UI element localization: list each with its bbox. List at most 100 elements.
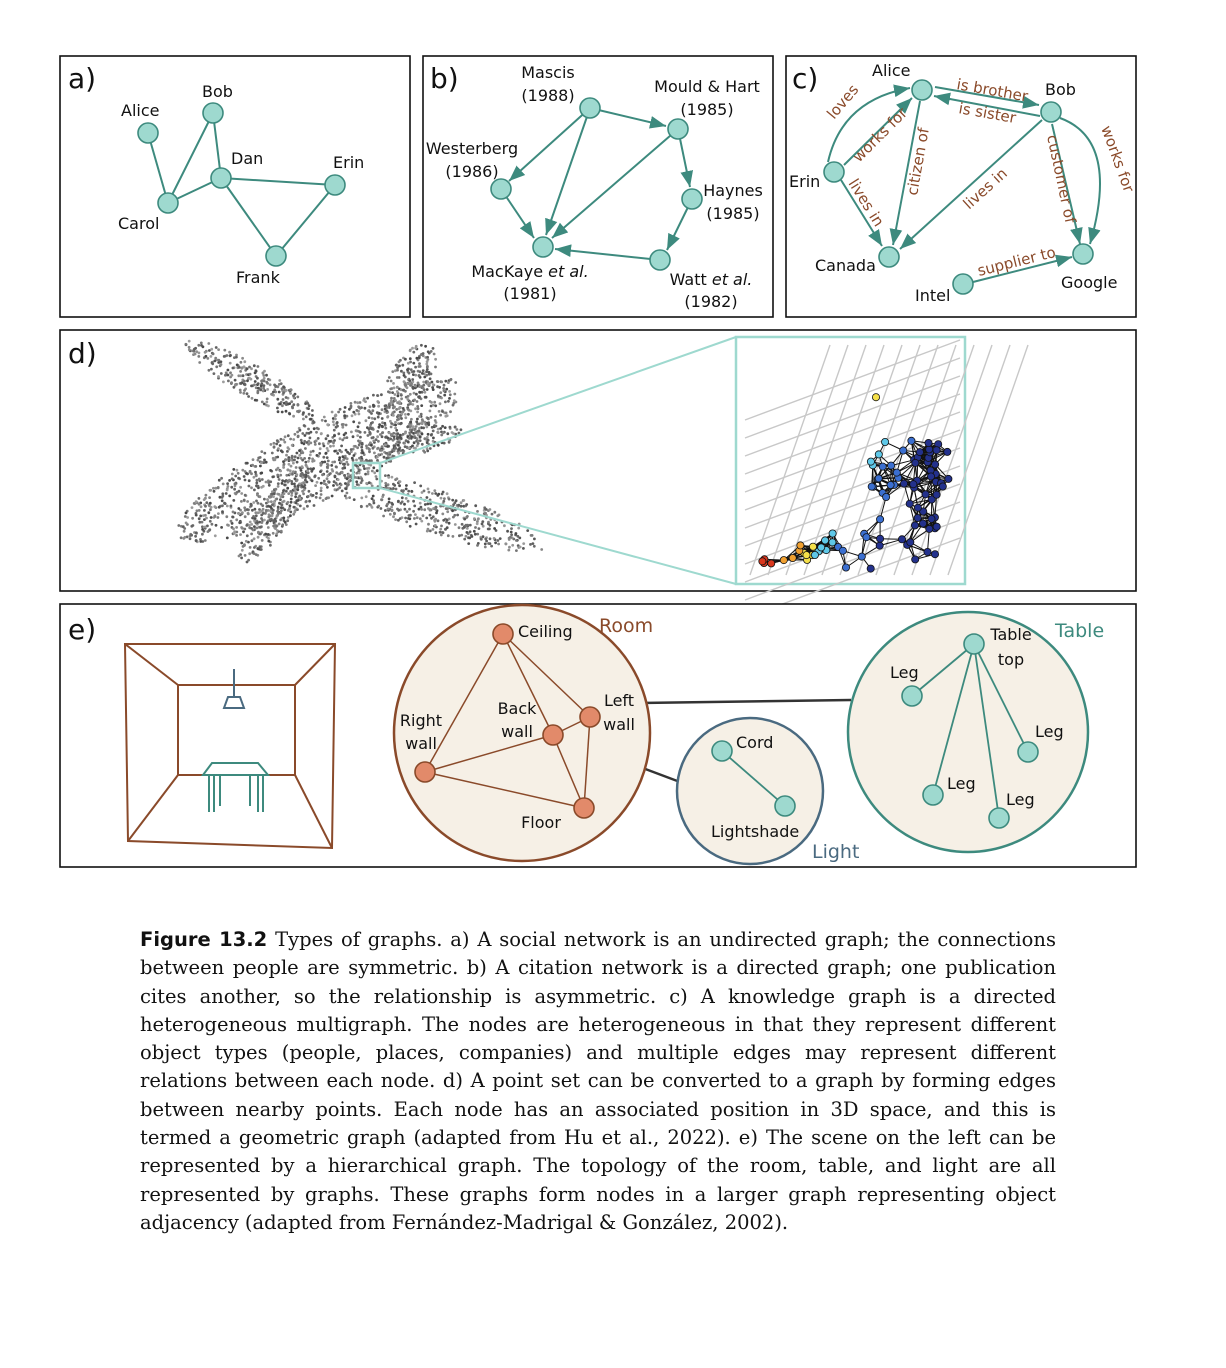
label-cord: Cord [736, 733, 773, 752]
node-left-wall [579, 706, 601, 728]
label-lightshade: Lightshade [711, 822, 799, 841]
panel-d-frame [59, 329, 1137, 592]
edge-ceiling-backwall [502, 633, 554, 736]
label-back-wall: wall [501, 722, 533, 741]
label-mascis: Mascis [521, 63, 575, 82]
node-dan [210, 167, 232, 189]
label-mackaye: MacKaye et al. [471, 262, 588, 281]
link-room-table [639, 698, 852, 705]
table-top-sketch [201, 762, 271, 776]
label-right-wall: wall [405, 734, 437, 753]
edge-erin-worksfor-alice [843, 97, 913, 166]
node-erin [823, 161, 845, 183]
edge-erin-livesin-canada [840, 179, 883, 247]
edge-erin-frank [275, 184, 336, 257]
edge-rightwall-floor [424, 771, 585, 809]
panel-a-label: a) [68, 62, 96, 95]
panel-e-label: e) [68, 613, 96, 646]
node-watt [649, 249, 671, 271]
label-table: Table [989, 625, 1031, 644]
edge-bob-alice [933, 92, 1041, 117]
edge-alice-citizen-canada [889, 100, 921, 246]
label-right: Right [400, 711, 442, 730]
node-mackaye [532, 236, 554, 258]
label-floor: Floor [521, 813, 561, 832]
zoom-selection-box [351, 461, 382, 490]
edge-erin-loves-alice [827, 84, 911, 163]
panel-e: e) Room [59, 603, 1137, 868]
label-alice: Alice [121, 101, 159, 120]
label-leg-4: Leg [1006, 790, 1035, 809]
edge-bob-livesin-canada [899, 119, 1043, 250]
label-erin: Erin [789, 172, 820, 191]
label-haynes: Haynes [703, 181, 763, 200]
node-cord [711, 740, 733, 762]
geometric-graph-inset [744, 339, 1029, 619]
table-legs-sketch [208, 775, 264, 812]
edge-top-leg1 [911, 643, 975, 697]
node-leg-3 [922, 784, 944, 806]
node-mascis [579, 97, 601, 119]
panel-d-label: d) [68, 337, 97, 370]
edge-top-leg2 [973, 643, 1029, 753]
room-scene-sketch [123, 643, 337, 850]
label-table-top: top [998, 650, 1024, 669]
label-mascis-year: (1988) [521, 86, 574, 105]
edge-alice-bob [934, 86, 1040, 109]
edge-mascis-westerberg [508, 107, 591, 182]
node-bob [202, 102, 224, 124]
node-right-wall [414, 761, 436, 783]
node-carol [157, 192, 179, 214]
caption-title: Figure 13.2 [140, 928, 268, 951]
edge-mascis-mackaye [545, 107, 591, 236]
caption-text: Types of graphs. a) A social network is … [140, 928, 1056, 1234]
table-cluster: Table Table top Leg Leg Leg Leg [846, 610, 1104, 854]
node-table-top [963, 633, 985, 655]
node-leg-4 [988, 807, 1010, 829]
room-title: Room [599, 615, 653, 637]
node-back-wall [542, 724, 564, 746]
edge-ceiling-rightwall [424, 633, 504, 773]
edge-ceiling-leftwall [502, 633, 591, 718]
label-leg-1: Leg [890, 663, 919, 682]
edge-bob-worksfor-google [1059, 117, 1101, 245]
panel-b: b) Mascis (1988) Mould & Hart (1985) Wes… [422, 55, 774, 318]
room-cluster-circle [392, 603, 652, 863]
node-bob [1040, 101, 1062, 123]
label-haynes-year: (1985) [706, 204, 759, 223]
label-leg-3: Leg [947, 774, 976, 793]
panel-b-label: b) [430, 62, 459, 95]
edge-bob-customer-google [1051, 123, 1083, 245]
edge-bob-dan [212, 112, 222, 179]
edge-dan-frank [220, 177, 277, 257]
edge-intel-supplier-google [972, 254, 1073, 283]
lamp-shade [222, 696, 246, 709]
light-title: Light [812, 841, 859, 863]
panel-c: c) Alice Bob Erin Canada Intel Google is… [785, 55, 1138, 318]
label-alice: Alice [872, 61, 910, 80]
label-watt-etal: et al. [712, 270, 753, 289]
edge-alice-carol [147, 132, 169, 204]
airplane-point-cloud [177, 339, 544, 564]
room-edge-bl [127, 774, 179, 842]
edge-dan-erin [220, 177, 336, 186]
label-mackaye-name: MacKaye [471, 262, 543, 281]
edge-mascis-mould [589, 107, 667, 129]
node-westerberg [490, 178, 512, 200]
panel-b-frame [422, 55, 774, 318]
room-edge-br [294, 774, 333, 849]
label-left-wall: wall [603, 715, 635, 734]
label-watt: Watt et al. [670, 270, 753, 289]
table-title: Table [1054, 620, 1104, 642]
edge-bob-carol [167, 112, 214, 204]
node-lightshade [774, 795, 796, 817]
edge-watt-mackaye [554, 244, 661, 261]
label-ceiling: Ceiling [518, 622, 573, 641]
label-dan: Dan [231, 149, 263, 168]
label-carol: Carol [118, 214, 159, 233]
label-mould-year: (1985) [680, 100, 733, 119]
edge-cord-lightshade [721, 750, 786, 807]
room-cluster: Room Ceiling Right wall Back wall Left w… [392, 603, 653, 863]
panel-a-frame [59, 55, 411, 318]
figure-caption: Figure 13.2 Types of graphs. a) A social… [140, 926, 1056, 1237]
